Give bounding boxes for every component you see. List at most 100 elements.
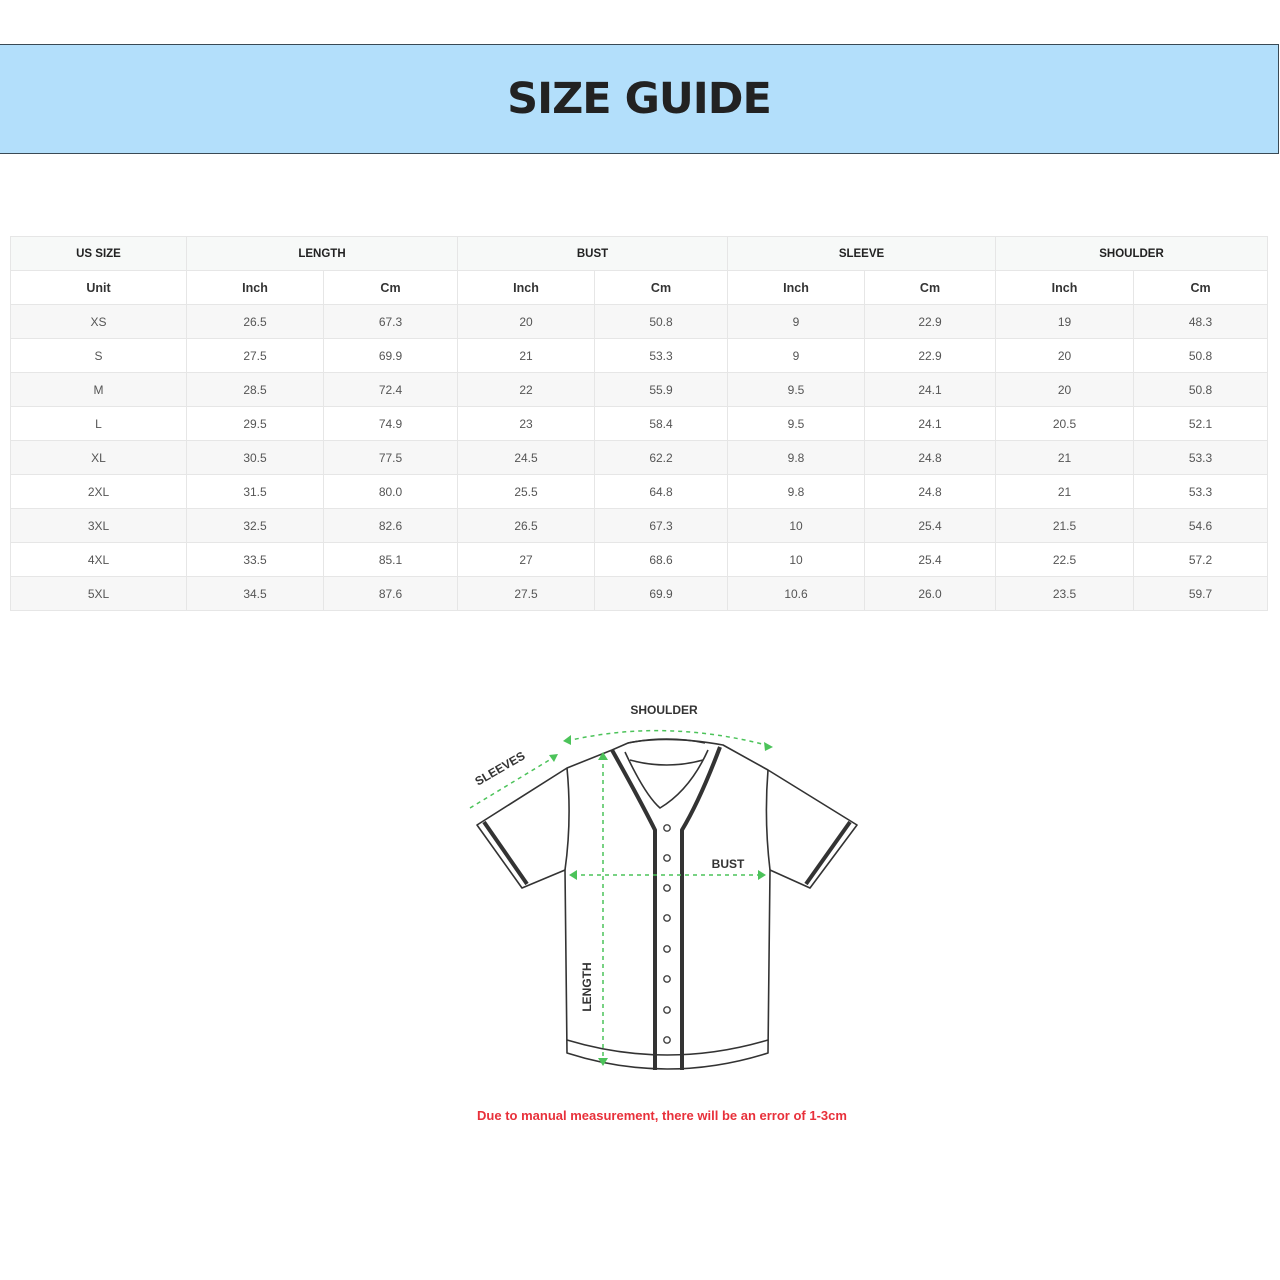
measurement-cell: 22 — [457, 372, 595, 407]
arrow-icon — [569, 870, 577, 880]
header-length: LENGTH — [186, 236, 458, 271]
measurement-cell: 9.8 — [727, 440, 865, 475]
page-title: SIZE GUIDE — [507, 74, 772, 124]
jersey-body — [476, 738, 858, 1070]
measurement-cell: 24.1 — [863, 406, 997, 441]
measurement-cell: 82.6 — [323, 508, 458, 543]
measurement-cell: 27.5 — [457, 576, 595, 611]
measurement-cell: 10 — [727, 542, 865, 577]
arrow-icon — [549, 754, 558, 762]
measurement-cell: 25.4 — [863, 508, 997, 543]
size-cell: XS — [10, 304, 187, 339]
jersey-button — [663, 975, 671, 983]
measurement-cell: 64.8 — [594, 474, 728, 509]
measurement-cell: 87.6 — [323, 576, 458, 611]
measurement-cell: 54.6 — [1133, 508, 1269, 543]
measurement-cell: 52.1 — [1133, 406, 1269, 441]
unit-header-cell: Cm — [323, 270, 458, 305]
table-row: S 27.5 69.9 21 53.3 9 22.9 20 50.8 — [10, 338, 1269, 373]
measurement-cell: 24.1 — [863, 372, 997, 407]
length-label: LENGTH — [580, 962, 594, 1011]
measurement-cell: 9.5 — [727, 372, 865, 407]
measurement-cell: 20 — [457, 304, 595, 339]
measurement-cell: 32.5 — [186, 508, 324, 543]
measurement-cell: 80.0 — [323, 474, 458, 509]
measurement-cell: 21.5 — [995, 508, 1135, 543]
size-cell: M — [10, 372, 187, 407]
size-cell: XL — [10, 440, 187, 475]
unit-header-cell: Cm — [863, 270, 997, 305]
size-cell: 2XL — [10, 474, 187, 509]
measurement-cell: 62.2 — [594, 440, 728, 475]
measurement-cell: 20 — [995, 372, 1135, 407]
measurement-cell: 30.5 — [186, 440, 324, 475]
measurement-cell: 9 — [727, 304, 865, 339]
placket-left — [610, 749, 657, 1070]
measurement-cell: 25.4 — [863, 542, 997, 577]
table-row: XS 26.5 67.3 20 50.8 9 22.9 19 48.3 — [10, 304, 1269, 339]
unit-header-cell: Inch — [457, 270, 595, 305]
measurement-cell: 24.8 — [863, 474, 997, 509]
sleeves-measure-line — [469, 755, 557, 809]
measurement-cell: 21 — [995, 440, 1135, 475]
measurement-cell: 23 — [457, 406, 595, 441]
jersey-button — [663, 1006, 671, 1014]
measurement-cell: 68.6 — [594, 542, 728, 577]
arrow-icon — [598, 1058, 608, 1066]
measurement-cell: 19 — [995, 304, 1135, 339]
jersey-button — [663, 945, 671, 953]
measurement-cell: 59.7 — [1133, 576, 1269, 611]
measurement-cell: 9.8 — [727, 474, 865, 509]
jersey-button — [663, 884, 671, 892]
measurement-cell: 67.3 — [594, 508, 728, 543]
measurement-cell: 24.5 — [457, 440, 595, 475]
measurement-cell: 20 — [995, 338, 1135, 373]
header-us-size: US SIZE — [10, 236, 187, 271]
size-cell: L — [10, 406, 187, 441]
table-row: M 28.5 72.4 22 55.9 9.5 24.1 20 50.8 — [10, 372, 1269, 407]
measure-lines — [469, 729, 771, 1062]
header-banner: SIZE GUIDE — [0, 44, 1279, 154]
measurement-cell: 34.5 — [186, 576, 324, 611]
sleeve-cuff-left — [482, 820, 529, 886]
unit-header-cell: Inch — [727, 270, 865, 305]
arrow-icon — [758, 870, 766, 880]
unit-header-cell: Inch — [995, 270, 1135, 305]
measurement-cell: 9.5 — [727, 406, 865, 441]
measurement-cell: 22.9 — [863, 338, 997, 373]
measurement-cell: 27.5 — [186, 338, 324, 373]
table-row: 5XL 34.5 87.6 27.5 69.9 10.6 26.0 23.5 59.7 — [10, 576, 1269, 611]
measurement-cell: 53.3 — [1133, 474, 1269, 509]
measurement-cell: 26.5 — [457, 508, 595, 543]
measurement-cell: 69.9 — [323, 338, 458, 373]
placket-right — [680, 746, 722, 1070]
measurement-cell: 50.8 — [594, 304, 728, 339]
arrow-icon — [764, 742, 773, 751]
bust-label: BUST — [712, 857, 745, 871]
measurement-cell: 23.5 — [995, 576, 1135, 611]
size-cell: 4XL — [10, 542, 187, 577]
measurement-cell: 50.8 — [1133, 338, 1269, 373]
measurement-cell: 48.3 — [1133, 304, 1269, 339]
measurement-cell: 20.5 — [995, 406, 1135, 441]
measurement-cell: 10.6 — [727, 576, 865, 611]
jersey-button — [663, 914, 671, 922]
unit-header-cell: Unit — [10, 270, 187, 305]
unit-header-cell: Cm — [1133, 270, 1269, 305]
table-body: XS 26.5 67.3 20 50.8 9 22.9 19 48.3 S 27.5 69.9 21 53… — [10, 304, 1269, 611]
arrow-icon — [598, 752, 608, 760]
arrowheads — [549, 735, 773, 1066]
sleeves-label: SLEEVES — [473, 749, 528, 789]
measurement-cell: 85.1 — [323, 542, 458, 577]
table-row: 4XL 33.5 85.1 27 68.6 10 25.4 22.5 57.2 — [10, 542, 1269, 577]
group-header-row: US SIZE LENGTH BUST SLEEVE SHOULDER — [10, 236, 1269, 271]
table-row: L 29.5 74.9 23 58.4 9.5 24.1 20.5 52.1 — [10, 406, 1269, 441]
measurement-cell: 26.0 — [863, 576, 997, 611]
measurement-cell: 26.5 — [186, 304, 324, 339]
measurement-cell: 10 — [727, 508, 865, 543]
jersey-button — [663, 1036, 671, 1044]
measurement-cell: 67.3 — [323, 304, 458, 339]
table-row: XL 30.5 77.5 24.5 62.2 9.8 24.8 21 53.3 — [10, 440, 1269, 475]
measurement-cell: 22.5 — [995, 542, 1135, 577]
